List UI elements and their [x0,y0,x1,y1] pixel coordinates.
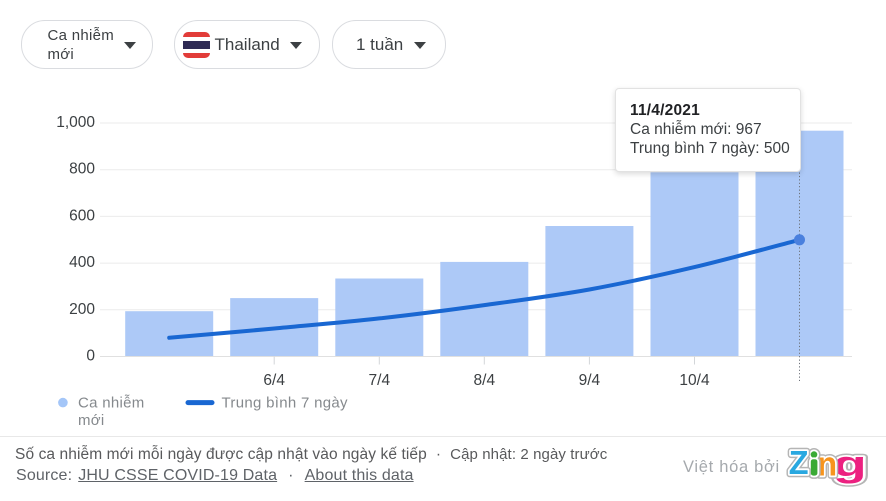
svg-text:Z: Z [789,444,809,481]
svg-text:g: g [833,443,867,484]
svg-text:9/4: 9/4 [579,372,601,389]
svg-text:g: g [833,443,867,484]
svg-text:n: n [817,446,837,484]
svg-text:800: 800 [69,161,95,178]
svg-text:6/4: 6/4 [263,372,285,389]
svg-text:Ca nhiễm: Ca nhiễm [78,395,145,412]
svg-text:7/4: 7/4 [369,372,391,389]
svg-text:8/4: 8/4 [474,372,496,389]
svg-text:0: 0 [86,348,95,365]
svg-text:600: 600 [69,207,95,224]
svg-text:mới: mới [78,412,105,429]
svg-text:200: 200 [69,301,95,318]
svg-text:Z: Z [789,444,809,481]
svg-text:10/4: 10/4 [679,372,710,389]
svg-text:400: 400 [69,254,95,271]
svg-text:1,000: 1,000 [56,114,95,131]
svg-text:Trung bình 7 ngày: Trung bình 7 ngày [222,395,348,412]
